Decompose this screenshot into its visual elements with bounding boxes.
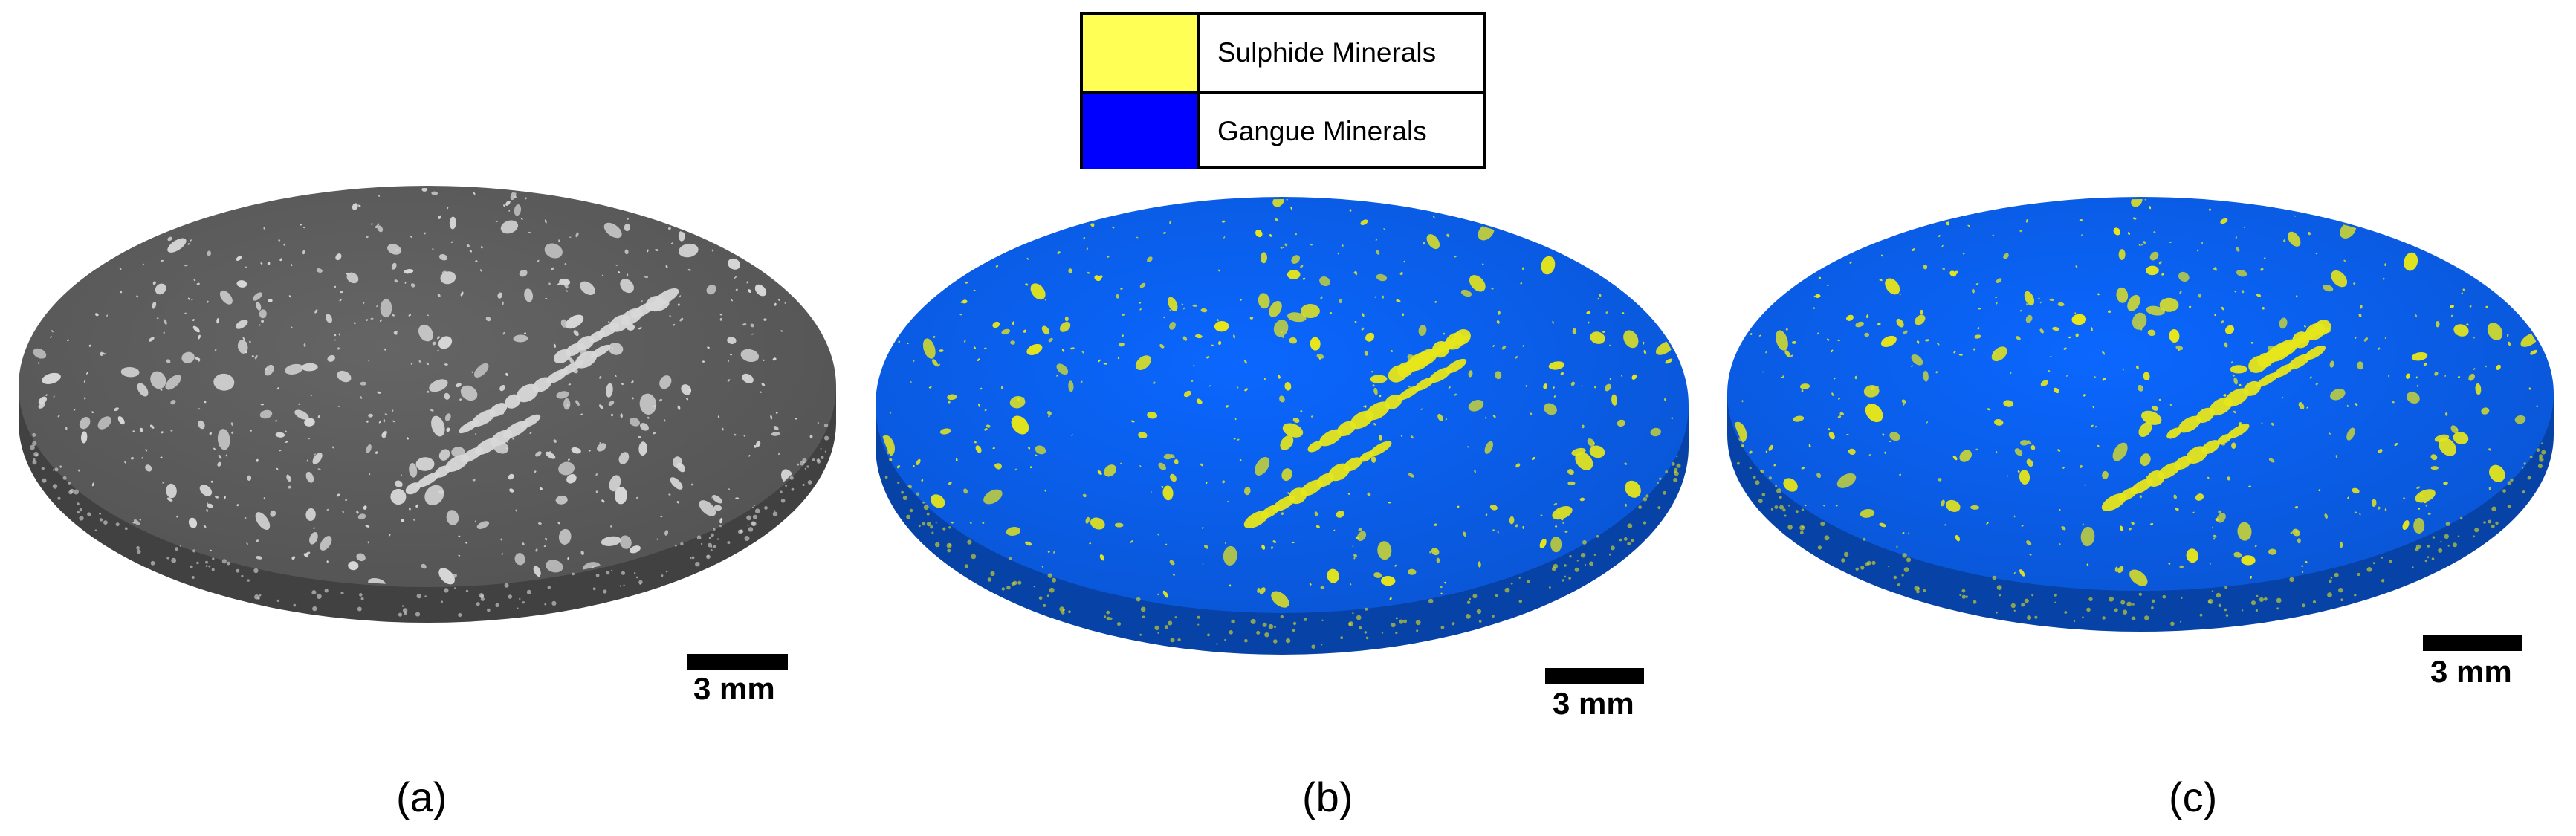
- legend-item-gangue: Gangue Minerals: [1083, 94, 1483, 169]
- scale-bar-b: [1545, 668, 1644, 684]
- panel-b-image: [855, 0, 1709, 713]
- legend: Sulphide Minerals Gangue Minerals: [1080, 12, 1486, 169]
- panel-label-b: (b): [1302, 774, 1353, 820]
- mineral-particles: [881, 199, 1674, 608]
- legend-item-sulphide: Sulphide Minerals: [1083, 15, 1483, 94]
- mineral-particles: [33, 188, 819, 585]
- panel-label-a: (a): [396, 774, 447, 820]
- side-speckles: [30, 423, 829, 618]
- panel-a-image: [0, 0, 855, 713]
- sulphide-swatch: [1083, 15, 1200, 91]
- legend-label-gangue: Gangue Minerals: [1217, 116, 1427, 146]
- disc-top: [876, 197, 1689, 613]
- gangue-swatch: [1083, 94, 1200, 169]
- side-speckles: [1737, 437, 2546, 626]
- scale-label-a: 3 mm: [693, 671, 775, 706]
- scale-bar-a: [687, 654, 788, 670]
- side-speckles: [884, 450, 1681, 649]
- disc-top: [1727, 197, 2554, 591]
- scale-label-c: 3 mm: [2430, 654, 2512, 689]
- legend-label-sulphide: Sulphide Minerals: [1217, 37, 1437, 68]
- scale-bar-c: [2423, 635, 2522, 651]
- panel-label-c: (c): [2169, 774, 2218, 820]
- mineral-particles: [1732, 199, 2539, 586]
- scale-label-b: 3 mm: [1553, 686, 1634, 721]
- panel-c-image: [1709, 0, 2576, 713]
